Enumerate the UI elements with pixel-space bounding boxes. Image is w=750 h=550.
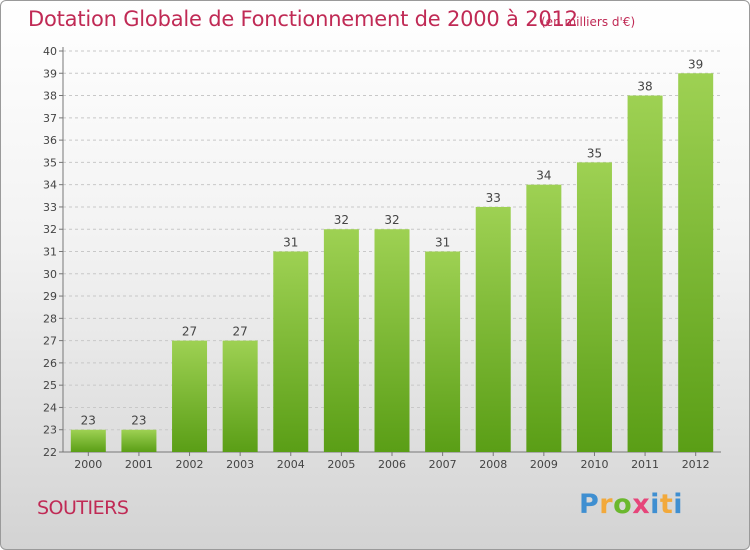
data-label: 38 — [637, 80, 652, 94]
bar — [121, 429, 157, 452]
y-tick-label: 25 — [43, 379, 57, 392]
x-tick-label: 2012 — [682, 458, 710, 471]
bar — [374, 229, 410, 452]
data-label: 27 — [182, 325, 197, 339]
data-label: 32 — [384, 213, 399, 227]
y-tick-label: 32 — [43, 223, 57, 236]
y-tick-label: 27 — [43, 335, 57, 348]
data-label: 34 — [536, 169, 551, 183]
x-tick-label: 2003 — [226, 458, 254, 471]
y-tick-label: 39 — [43, 67, 57, 80]
bar — [576, 162, 612, 452]
y-tick-label: 26 — [43, 357, 57, 370]
data-label: 27 — [233, 325, 248, 339]
x-tick-label: 2000 — [74, 458, 102, 471]
logo-letter: i — [650, 489, 660, 520]
x-tick-label: 2009 — [530, 458, 558, 471]
y-tick-label: 22 — [43, 446, 57, 459]
y-tick-label: 38 — [43, 90, 57, 103]
x-tick-label: 2006 — [378, 458, 406, 471]
bar — [70, 429, 106, 452]
x-tick-label: 2004 — [277, 458, 305, 471]
x-tick-label: 2002 — [176, 458, 204, 471]
data-label: 31 — [435, 236, 450, 250]
y-tick-label: 34 — [43, 179, 57, 192]
data-label: 32 — [334, 213, 349, 227]
y-tick-label: 33 — [43, 201, 57, 214]
data-label: 39 — [688, 57, 703, 71]
logo-letter: P — [579, 489, 600, 520]
x-tick-label: 2001 — [125, 458, 153, 471]
proxiti-logo: Proxiti — [579, 489, 683, 520]
bar — [222, 340, 258, 452]
bar — [273, 251, 309, 452]
y-tick-label: 24 — [43, 401, 57, 414]
bar — [627, 95, 663, 453]
data-label: 33 — [486, 191, 501, 205]
data-label: 23 — [131, 414, 146, 428]
bar — [526, 184, 562, 452]
y-tick-label: 37 — [43, 112, 57, 125]
commune-name: SOUTIERS — [37, 497, 129, 519]
logo-letter: r — [599, 489, 614, 520]
chart-subtitle: (en milliers d'€) — [541, 15, 636, 29]
x-tick-label: 2008 — [479, 458, 507, 471]
chart-title: Dotation Globale de Fonctionnement de 20… — [28, 7, 578, 31]
logo-letter: o — [613, 489, 633, 520]
y-tick-label: 40 — [43, 45, 57, 58]
x-tick-label: 2010 — [580, 458, 608, 471]
y-tick-label: 29 — [43, 290, 57, 303]
labels: 23 2000 23 2001 27 2002 27 2003 31 2004 32 2005 32 20… — [74, 57, 709, 471]
bar — [678, 73, 714, 453]
logo-letter: x — [632, 489, 651, 520]
data-label: 35 — [587, 146, 602, 160]
logo-letter: t — [659, 489, 674, 520]
x-tick-label: 2011 — [631, 458, 659, 471]
y-tick-label: 36 — [43, 134, 57, 147]
x-tick-label: 2005 — [327, 458, 355, 471]
x-tick-label: 2007 — [429, 458, 457, 471]
bar — [323, 229, 359, 452]
y-tick-label: 28 — [43, 312, 57, 325]
y-tick-label: 35 — [43, 156, 57, 169]
axes: 22 23 24 25 26 27 28 29 30 31 32 33 34 35 36 37 38 39 40 — [43, 45, 721, 459]
bar — [425, 251, 461, 452]
logo-letter: i — [673, 489, 684, 520]
y-tick-label: 31 — [43, 246, 57, 259]
y-tick-label: 30 — [43, 268, 57, 281]
data-label: 23 — [81, 414, 96, 428]
y-tick-label: 23 — [43, 424, 57, 437]
bar — [172, 340, 208, 452]
bar — [475, 206, 511, 452]
bars — [70, 73, 714, 453]
data-label: 31 — [283, 236, 298, 250]
